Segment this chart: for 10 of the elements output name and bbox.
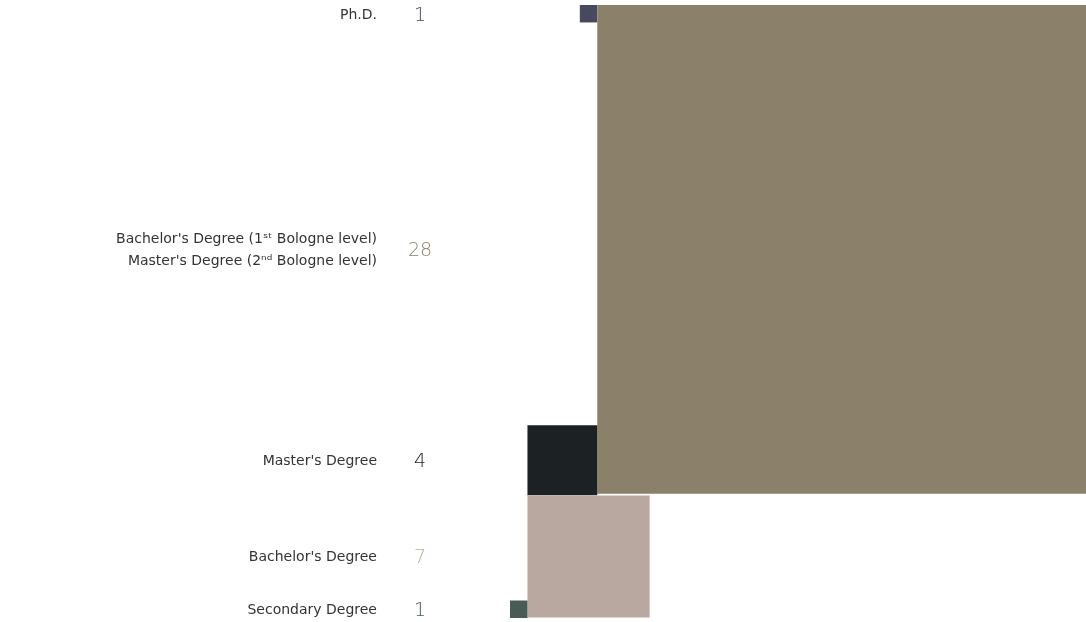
data-label: 4	[413, 449, 427, 472]
category-label: Bachelor's Degree (1ˢᵗ Bologne level) Master's Degree (2ⁿᵈ Bologne level)	[116, 230, 377, 269]
category-label: Ph.D.	[340, 5, 377, 22]
data-label: 1	[413, 598, 427, 621]
data-label: 7	[413, 545, 427, 568]
category-label: Secondary Degree	[247, 601, 377, 618]
data-label: 1	[413, 2, 427, 25]
category-label: Bachelor's Degree	[248, 548, 377, 565]
data-label: 28	[407, 238, 433, 261]
category-label: Master's Degree	[262, 452, 377, 469]
